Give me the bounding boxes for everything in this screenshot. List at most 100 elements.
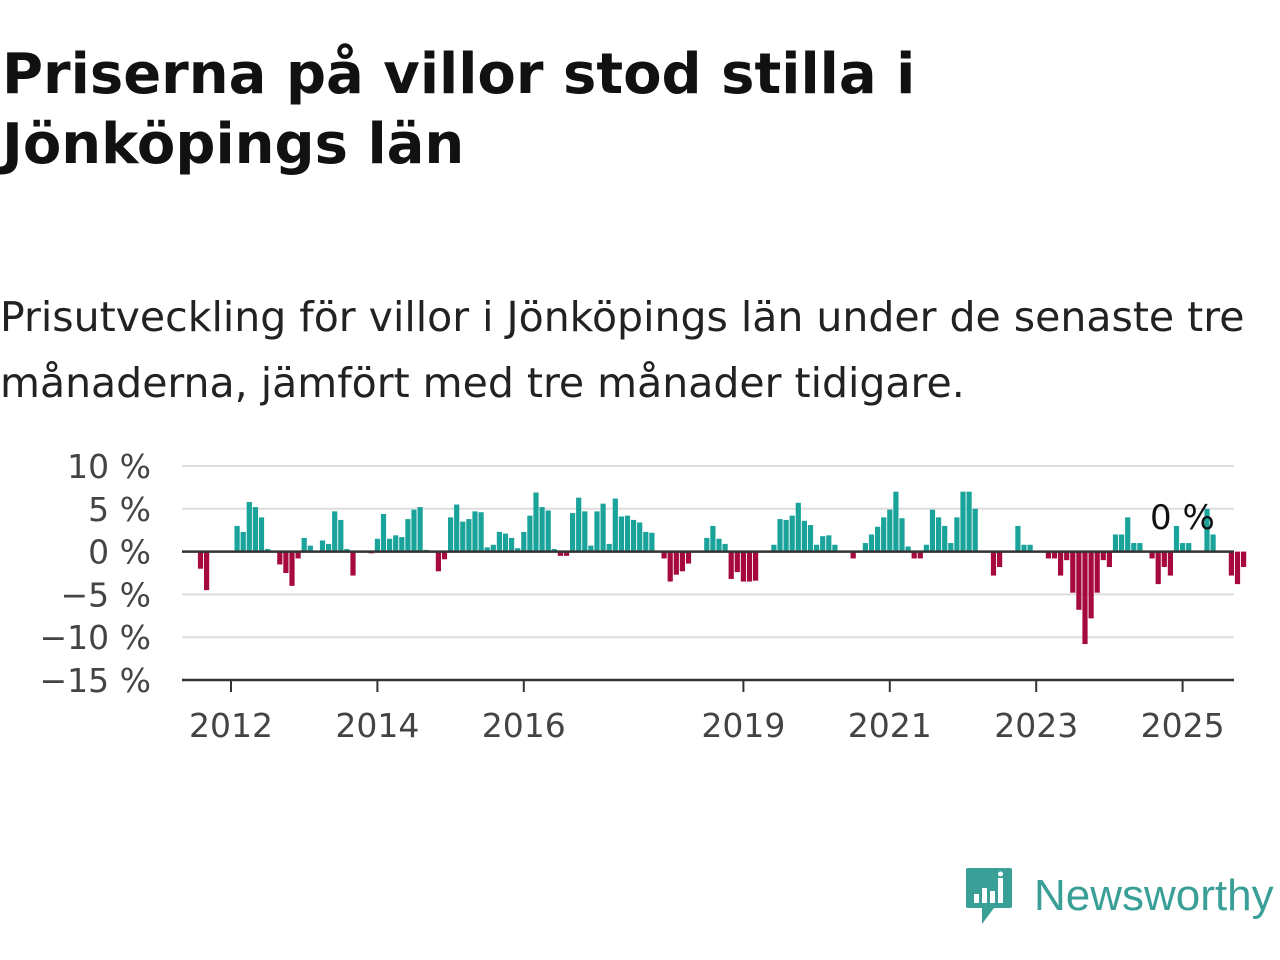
bar [807, 525, 814, 552]
bar [197, 551, 204, 569]
bar [740, 551, 746, 582]
bar [868, 534, 875, 552]
bar [875, 526, 881, 552]
bar [1149, 551, 1155, 559]
x-tick-label: 2021 [848, 706, 932, 745]
bar [1051, 551, 1058, 559]
bar [466, 519, 472, 552]
x-tick-label: 2016 [482, 706, 566, 745]
bar [551, 549, 557, 552]
bar [411, 509, 417, 552]
bar [1234, 551, 1241, 585]
bar [1119, 534, 1125, 552]
bar [295, 551, 301, 559]
bar [1241, 551, 1247, 568]
bar [789, 515, 795, 552]
y-tick-label: 5 % [88, 490, 151, 529]
bar [606, 543, 612, 552]
bar [374, 538, 380, 552]
bar [954, 517, 960, 552]
bar [1058, 551, 1064, 576]
bar [905, 546, 911, 552]
bar [527, 515, 533, 552]
bar [966, 491, 972, 552]
bar [393, 535, 399, 552]
bar [777, 519, 783, 552]
chart-title: Priserna på villor stod stilla i Jönköpi… [2, 42, 916, 177]
bar [710, 525, 716, 552]
bar [728, 551, 734, 579]
bar [301, 537, 307, 552]
bar [795, 502, 801, 552]
bar [557, 551, 563, 556]
bar [460, 521, 466, 552]
bar-chart: 10 %5 %0 %−5 %−10 %−15 % 2012 2014 2016 201… [40, 447, 1247, 745]
bar [1045, 551, 1051, 559]
axes [182, 550, 1234, 692]
bar [1180, 543, 1186, 552]
bar [533, 492, 539, 552]
bar [509, 537, 515, 552]
bar [722, 543, 728, 552]
y-axis-labels: 10 % 5 % 0 %−5 % −10 % −15 % [40, 447, 152, 700]
bar [1070, 551, 1076, 593]
bar [490, 544, 496, 552]
bar [326, 543, 332, 552]
newsworthy-brand: Newsworthy [964, 864, 1276, 928]
bar-series [197, 491, 1247, 645]
y-tick-label: 0 % [88, 533, 151, 572]
bar [545, 510, 551, 552]
bar [521, 531, 527, 552]
bar [1015, 525, 1021, 552]
bar [899, 518, 905, 552]
bar [850, 551, 856, 559]
bar [923, 544, 929, 552]
bar [1137, 543, 1143, 552]
bar [1021, 544, 1027, 552]
bar [936, 517, 942, 552]
bar [783, 519, 789, 552]
bar [814, 544, 820, 552]
bar [600, 503, 606, 552]
bar [307, 545, 313, 552]
bar [441, 551, 448, 560]
bar [972, 508, 978, 552]
annotations: 0 % [1150, 498, 1215, 538]
bar [887, 509, 893, 552]
bar [753, 551, 759, 581]
bar [204, 551, 210, 591]
bar [1100, 551, 1106, 561]
bar [771, 544, 777, 552]
bar [1088, 551, 1094, 619]
x-tick-label: 2019 [701, 706, 785, 745]
bar [1161, 551, 1167, 568]
bar [588, 545, 594, 552]
bar [649, 532, 655, 552]
bar [277, 551, 283, 565]
bar [496, 531, 502, 552]
bar [716, 538, 722, 552]
bar [631, 519, 637, 552]
bar [624, 515, 631, 552]
bar [258, 517, 265, 552]
bar [344, 549, 350, 552]
bar [948, 543, 954, 552]
bar [1155, 551, 1161, 585]
bar [1186, 543, 1192, 552]
bar [1204, 508, 1210, 552]
bar [350, 551, 356, 576]
bar [826, 535, 832, 552]
bar [1064, 551, 1070, 561]
bar [679, 551, 685, 572]
bar [990, 551, 997, 576]
bar [1228, 551, 1234, 576]
bar [319, 540, 326, 552]
bar [1173, 525, 1180, 552]
bar [570, 513, 576, 552]
y-tick-label: −15 % [40, 661, 152, 700]
bar [832, 544, 838, 552]
bar [252, 507, 258, 552]
bar [240, 531, 246, 552]
bar [960, 491, 966, 552]
bar [472, 511, 478, 552]
